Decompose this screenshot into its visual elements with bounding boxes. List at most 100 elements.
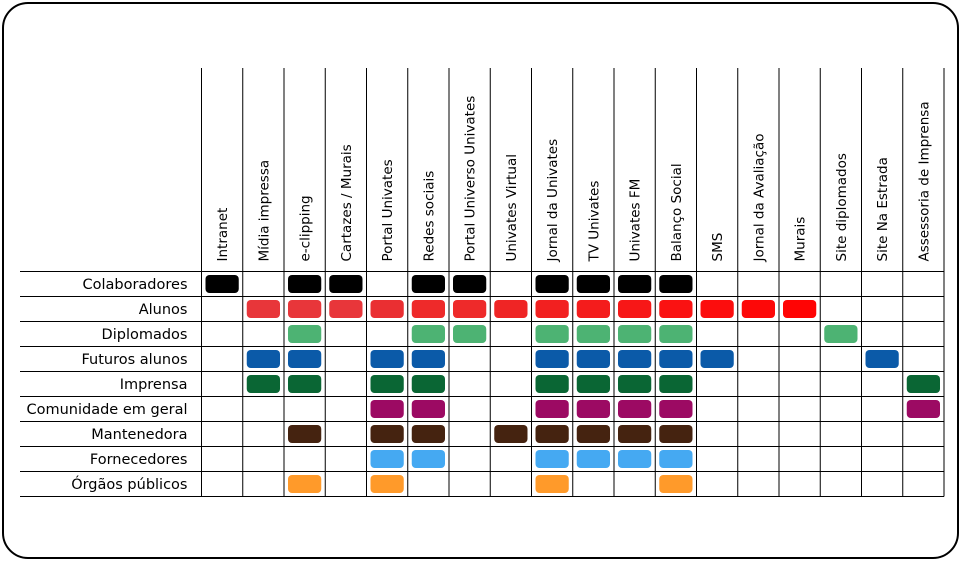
matrix-cell-marker	[659, 450, 693, 468]
matrix-cell-marker	[411, 425, 445, 443]
matrix-cell-marker	[205, 275, 239, 293]
matrix-cell-marker	[618, 375, 652, 393]
column-header: Site Na Estrada	[875, 157, 891, 261]
matrix-cell-marker	[618, 275, 652, 293]
matrix-cell-marker	[535, 275, 569, 293]
matrix-cell-marker	[370, 300, 404, 318]
grid-lines	[20, 68, 945, 497]
matrix-cell-marker	[370, 425, 404, 443]
matrix-cell-marker	[535, 300, 569, 318]
matrix-cell-marker	[659, 375, 693, 393]
matrix-cell-marker	[659, 300, 693, 318]
row-label: Imprensa	[120, 377, 188, 393]
column-header: Mídia impressa	[256, 160, 272, 262]
matrix-cell-marker	[700, 350, 734, 368]
matrix-cell-marker	[576, 275, 610, 293]
column-header: Portal Univates	[380, 159, 396, 261]
matrix-cell-marker	[618, 450, 652, 468]
matrix-cell-marker	[288, 375, 322, 393]
matrix-cell-marker	[535, 375, 569, 393]
matrix-cell-marker	[618, 425, 652, 443]
row-label: Órgãos públicos	[71, 475, 187, 493]
column-header: Univates Virtual	[504, 154, 520, 262]
matrix-cell-marker	[535, 450, 569, 468]
matrix-cell-marker	[618, 400, 652, 418]
matrix-cell-marker	[824, 325, 858, 343]
matrix-cell-marker	[783, 300, 817, 318]
matrix-cell-marker	[453, 275, 487, 293]
column-header: Jornal da Avaliação	[751, 134, 767, 263]
matrix-cell-marker	[535, 475, 569, 493]
matrix-cell-marker	[659, 400, 693, 418]
matrix-cell-marker	[288, 475, 322, 493]
row-label: Colaboradores	[82, 277, 187, 293]
column-header: Redes sociais	[421, 171, 437, 262]
matrix-cell-marker	[370, 400, 404, 418]
matrix-cell-marker	[576, 325, 610, 343]
column-header: TV Univates	[586, 181, 602, 263]
matrix-cell-marker	[535, 425, 569, 443]
matrix-cell-marker	[288, 300, 322, 318]
matrix-cell-marker	[411, 375, 445, 393]
matrix-cell-marker	[659, 325, 693, 343]
column-headers: Intranet Mídia impressa e-clipping Cartazes…	[215, 96, 932, 263]
column-header: e-clipping	[298, 195, 314, 261]
matrix-cell-marker	[576, 375, 610, 393]
matrix-cell-marker	[370, 475, 404, 493]
matrix-cell-marker	[246, 375, 280, 393]
matrix-cell-marker	[576, 450, 610, 468]
matrix-cell-marker	[411, 350, 445, 368]
matrix-cell-marker	[246, 350, 280, 368]
column-header: Jornal da Univates	[545, 139, 561, 263]
matrix-cell-marker	[288, 350, 322, 368]
matrix-cell-marker	[370, 375, 404, 393]
column-header: SMS	[710, 233, 726, 262]
row-label: Mantenedora	[91, 427, 187, 443]
column-header: Balanço Social	[669, 163, 685, 261]
column-header: Site diplomados	[834, 153, 850, 261]
matrix-cell-marker	[411, 450, 445, 468]
row-label: Fornecedores	[90, 452, 188, 468]
matrix-cell-marker	[659, 350, 693, 368]
column-header: Portal Universo Univates	[463, 96, 479, 262]
matrix-cell-marker	[576, 300, 610, 318]
matrix-cell-marker	[288, 425, 322, 443]
column-header: Assessoria de Imprensa	[916, 101, 932, 261]
matrix-cell-marker	[329, 300, 363, 318]
matrix-cell-marker	[370, 350, 404, 368]
matrix-cell-marker	[329, 275, 363, 293]
matrix-cell-marker	[741, 300, 775, 318]
matrix-cell-marker	[494, 300, 528, 318]
matrix-cell-marker	[659, 275, 693, 293]
matrix-cell-marker	[411, 300, 445, 318]
matrix-cell-marker	[494, 425, 528, 443]
matrix-cell-marker	[576, 425, 610, 443]
matrix-cell-marker	[535, 325, 569, 343]
row-label: Diplomados	[102, 327, 188, 343]
matrix-cell-marker	[288, 275, 322, 293]
matrix-cell-marker	[659, 475, 693, 493]
matrix-cells	[205, 275, 940, 493]
matrix-cell-marker	[700, 300, 734, 318]
matrix-cell-marker	[411, 275, 445, 293]
matrix-cell-marker	[535, 350, 569, 368]
row-labels: Colaboradores Alunos Diplomados Futuros alu…	[26, 277, 187, 493]
matrix-cell-marker	[411, 400, 445, 418]
matrix-cell-marker	[906, 400, 940, 418]
matrix-cell-marker	[576, 400, 610, 418]
matrix-cell-marker	[659, 425, 693, 443]
column-header: Cartazes / Murais	[339, 144, 355, 261]
matrix-cell-marker	[618, 300, 652, 318]
matrix-cell-marker	[906, 375, 940, 393]
matrix-cell-marker	[618, 325, 652, 343]
matrix-cell-marker	[411, 325, 445, 343]
matrix-cell-marker	[246, 300, 280, 318]
column-header: Intranet	[215, 208, 231, 262]
matrix-cell-marker	[535, 400, 569, 418]
matrix-cell-marker	[865, 350, 899, 368]
row-label: Alunos	[139, 302, 188, 318]
column-header: Murais	[793, 217, 809, 262]
column-header: Univates FM	[628, 179, 644, 262]
row-label: Comunidade em geral	[26, 402, 187, 418]
